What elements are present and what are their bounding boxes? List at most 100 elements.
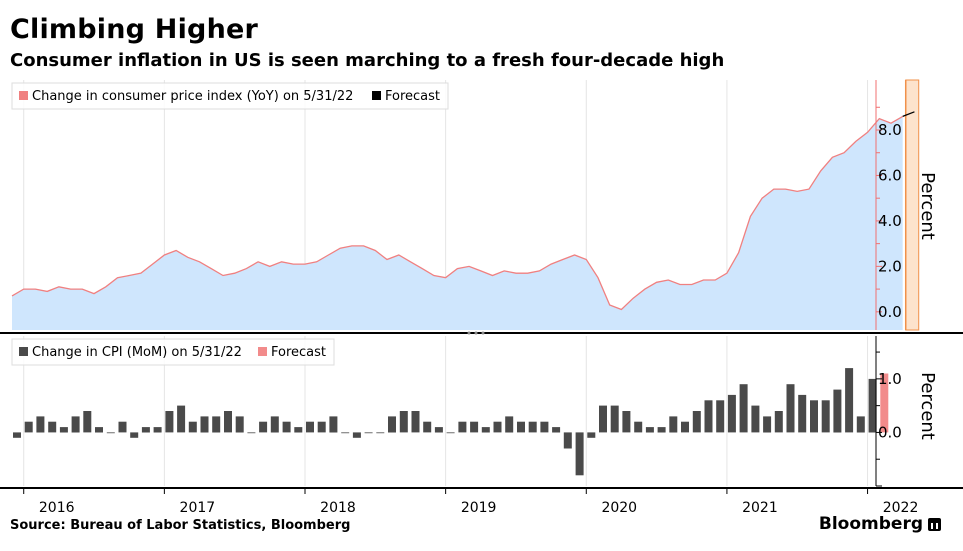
mom-bar: [247, 432, 256, 434]
mom-legend-box: [11, 338, 335, 366]
mom-bar: [434, 427, 443, 433]
mom-bar: [845, 368, 854, 433]
mom-bar: [681, 421, 689, 433]
mom-bar: [399, 411, 408, 433]
mom-bar: [177, 405, 186, 433]
yoy-legend: Change in consumer price index (YoY) on …: [11, 82, 449, 110]
mom-bar: [634, 421, 643, 433]
x-axis-year-label: 2021: [742, 500, 778, 516]
mom-bar: [388, 416, 396, 433]
mom-bar: [153, 427, 162, 433]
yoy-legend-label: Change in consumer price index (YoY) on …: [32, 89, 353, 104]
forecast-line: [902, 111, 915, 117]
mom-bar: [329, 416, 338, 433]
mom-bar: [798, 394, 807, 433]
mom-y-axis-ticks: 0.0 1.0: [876, 351, 902, 487]
panel-divider-handle: [481, 331, 485, 335]
yoy-cpi-line: [11, 115, 904, 311]
forecast-legend-swatch: [372, 91, 381, 100]
mom-bar: [540, 421, 549, 433]
mom-bar: [470, 421, 479, 433]
mom-bar: [364, 432, 373, 434]
mom-bar: [282, 421, 291, 433]
terminal-icon: [928, 517, 941, 531]
mom-bar: [130, 432, 139, 438]
yoy-y-tick-label: 2.0: [878, 257, 902, 275]
mom-bar: [774, 411, 783, 433]
mom-bar: [294, 427, 303, 433]
x-axis-year-label: 2016: [39, 500, 75, 516]
mom-legend-swatch: [19, 347, 28, 356]
mom-bar: [352, 432, 361, 438]
mom-bar: [657, 427, 666, 433]
mom-bar: [810, 400, 818, 433]
chart-title: Climbing Higher: [10, 14, 259, 45]
mom-panel: 0.0 1.0 Percent Change in CPI (MoM) on 5/…: [11, 336, 938, 487]
mom-bar: [739, 384, 748, 433]
mom-bar: [446, 432, 455, 434]
mom-bar: [59, 427, 68, 433]
mom-bar: [83, 411, 92, 433]
mom-bar: [599, 405, 607, 433]
yoy-y-axis-ticks: 0.0 2.0 4.0 6.0 8.0: [876, 106, 902, 321]
mom-bar: [24, 421, 33, 433]
panel-divider-handle: [467, 331, 471, 335]
x-axis-year-label: 2020: [601, 500, 637, 516]
mom-bar: [751, 405, 760, 433]
mom-bar: [458, 421, 467, 433]
mom-bar: [423, 421, 432, 433]
x-axis-year-label: 2019: [461, 500, 497, 516]
mom-bar: [36, 416, 45, 433]
mom-bar: [622, 411, 631, 433]
mom-bar: [505, 416, 514, 433]
mom-bar: [376, 432, 385, 434]
mom-bar: [669, 416, 678, 433]
mom-y-tick-label: 1.0: [878, 370, 902, 388]
mom-bar: [306, 421, 314, 433]
mom-bar: [235, 416, 244, 433]
mom-bars: [13, 368, 889, 476]
mom-bar: [259, 421, 268, 433]
mom-bar: [645, 427, 654, 433]
bloomberg-logo: Bloomberg: [819, 514, 941, 534]
mom-bar: [856, 416, 865, 433]
mom-bar: [610, 405, 619, 433]
yoy-y-tick-label: 8.0: [878, 121, 902, 139]
forecast-bar-legend-swatch: [258, 347, 267, 356]
forecast-bar-legend-label: Forecast: [271, 345, 326, 360]
x-axis-year-labels: 2016 2017 2018 2019 2020 2021 2022: [23, 488, 918, 516]
mom-bar: [727, 394, 736, 433]
mom-bar: [188, 421, 197, 433]
mom-bar: [71, 416, 80, 433]
mom-bar: [270, 416, 279, 433]
mom-bar: [118, 421, 127, 433]
mom-bar: [575, 432, 584, 476]
yoy-cpi-area: [12, 116, 903, 331]
x-axis-year-label: 2017: [180, 500, 216, 516]
x-axis-year-label: 2018: [320, 500, 356, 516]
mom-forecast-bar: [880, 373, 889, 433]
mom-bar: [692, 411, 701, 433]
mom-bar: [868, 378, 877, 433]
yoy-y-tick-label: 0.0: [878, 303, 902, 321]
panel-divider-handle: [474, 331, 478, 335]
forecast-legend-label: Forecast: [385, 89, 440, 104]
yoy-panel: 0.0 2.0 4.0 6.0 8.0 Percent Change in consum…: [11, 79, 938, 333]
mom-bar: [106, 432, 115, 434]
yoy-y-tick-label: 4.0: [878, 212, 902, 230]
mom-bar: [224, 411, 232, 433]
mom-bar: [200, 416, 209, 433]
yoy-y-axis-label: Percent: [917, 172, 938, 240]
mom-bar: [493, 421, 502, 433]
mom-bar: [821, 400, 830, 433]
mom-bar: [517, 421, 525, 433]
mom-bar: [317, 421, 326, 433]
mom-legend: Change in CPI (MoM) on 5/31/22 Forecast: [11, 338, 335, 366]
yoy-y-tick-label: 6.0: [878, 166, 902, 184]
brand-name: Bloomberg: [818, 514, 923, 534]
mom-bar: [212, 416, 221, 433]
chart-subtitle: Consumer inflation in US is seen marchin…: [10, 50, 725, 71]
source-note: Source: Bureau of Labor Statistics, Bloo…: [10, 518, 351, 533]
mom-bar: [716, 400, 725, 433]
